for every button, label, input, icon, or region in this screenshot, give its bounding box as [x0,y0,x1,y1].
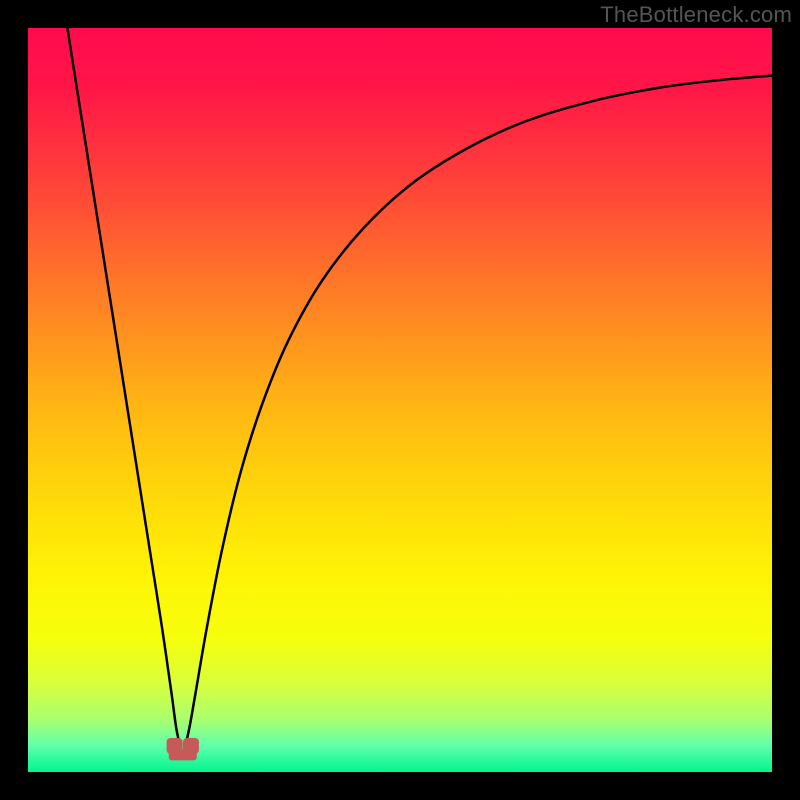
chart-container: TheBottleneck.com [0,0,800,800]
plot-area [28,28,772,772]
watermark-text: TheBottleneck.com [600,2,792,28]
